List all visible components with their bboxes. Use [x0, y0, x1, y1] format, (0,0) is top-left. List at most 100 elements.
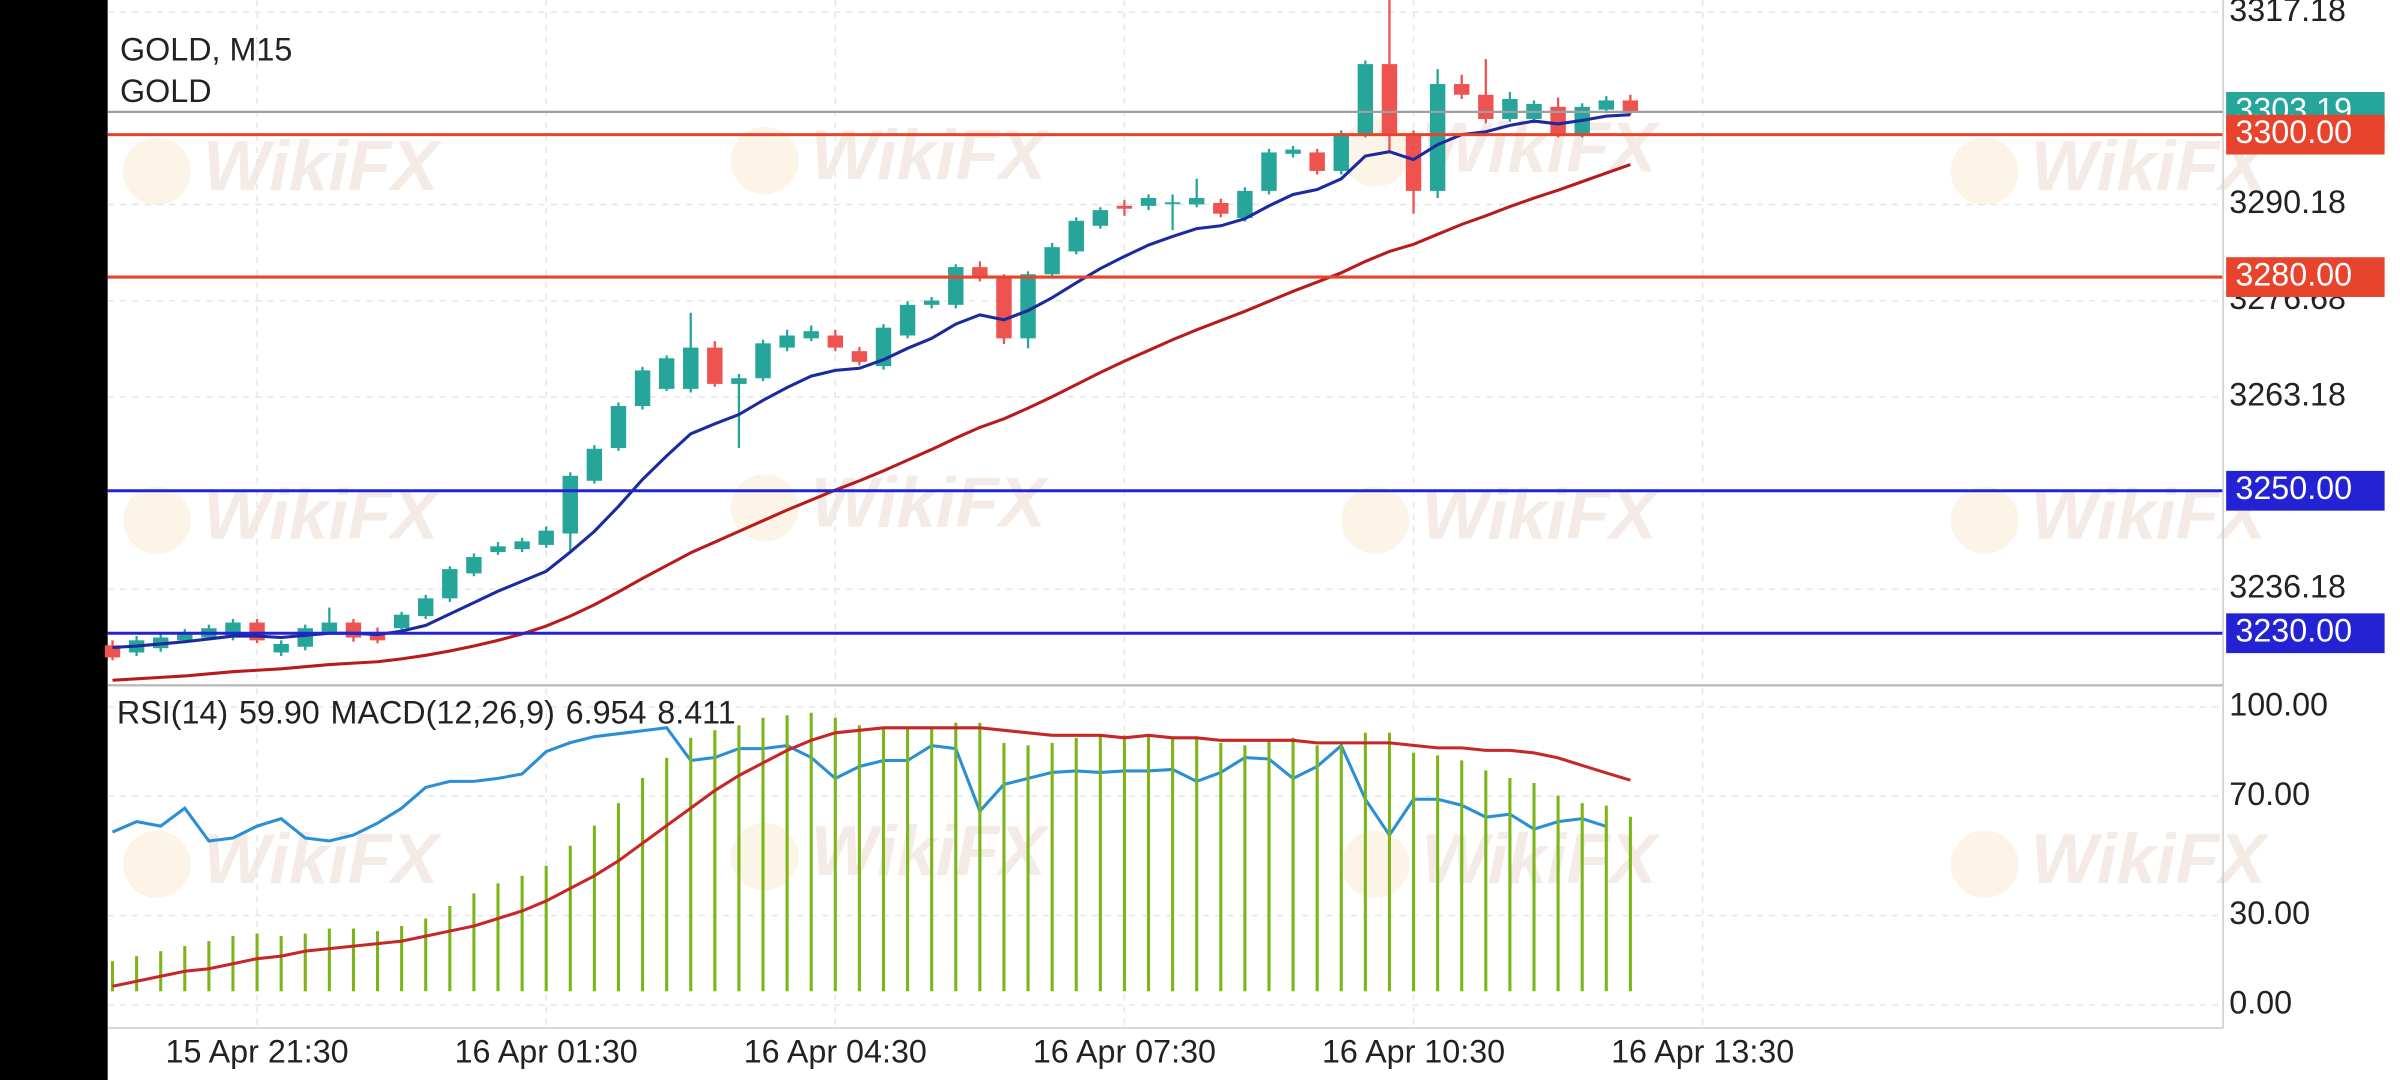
candle-body	[634, 370, 651, 407]
candle-body	[1454, 84, 1470, 95]
watermark-logo	[1950, 137, 2019, 205]
watermark-logo	[1341, 486, 1410, 554]
candle-body	[948, 267, 964, 305]
candle-body	[466, 557, 482, 574]
indicator-header: RSI(14) 59.90 MACD(12,26,9) 6.954 8.411	[117, 694, 736, 730]
candle-body	[1044, 247, 1060, 275]
level-label: 3230.00	[2235, 613, 2352, 649]
watermark: WikiFX	[2031, 819, 2270, 898]
watermark-logo	[1341, 830, 1410, 898]
x-tick-label: 16 Apr 04:30	[744, 1034, 927, 1070]
watermark-logo	[123, 137, 191, 205]
candle-body	[586, 448, 603, 481]
rsi-value: 59.90	[239, 694, 320, 730]
candle-body	[1333, 133, 1349, 171]
candle-body	[273, 643, 289, 653]
plot	[104, 0, 2224, 992]
candle-body	[490, 546, 506, 553]
y-tick-label: 30.00	[2229, 895, 2310, 931]
watermark: WikiFX	[1422, 819, 1661, 898]
y-tick-label: 3263.18	[2229, 376, 2346, 412]
candle-body	[1478, 94, 1494, 119]
candle-body	[658, 358, 675, 389]
candle-body	[1164, 202, 1181, 205]
watermark: WikiFX	[811, 115, 1050, 194]
candle-body	[177, 633, 193, 641]
candle-body	[683, 347, 699, 389]
candle-body	[972, 267, 988, 278]
watermark: WikiFX	[203, 126, 442, 205]
x-tick-label: 16 Apr 10:30	[1322, 1034, 1505, 1070]
candle-body	[297, 628, 313, 647]
candle-body	[1357, 64, 1374, 134]
candle-body	[562, 475, 578, 534]
candle-body	[321, 622, 338, 632]
candle-body	[1068, 220, 1084, 252]
candle-body	[1309, 152, 1325, 171]
y-tick-label: 3236.18	[2229, 569, 2346, 605]
candle-body	[899, 304, 916, 336]
level-label: 3280.00	[2235, 257, 2352, 293]
candle-body	[707, 347, 723, 384]
level-box	[2226, 114, 2385, 155]
candle-body	[779, 335, 795, 348]
watermark: WikiFX	[1422, 475, 1661, 554]
level-box	[2226, 613, 2385, 654]
moving-average	[112, 163, 1631, 682]
candle-body	[803, 331, 819, 339]
candle-body	[1140, 198, 1157, 206]
candle-body	[345, 622, 362, 638]
watermark-logo	[730, 126, 799, 195]
level-label: 3300.00	[2235, 114, 2352, 150]
candle-body	[1502, 99, 1518, 119]
candle-body	[442, 569, 458, 599]
macd-value: 6.954	[566, 694, 647, 730]
x-tick-label: 15 Apr 21:30	[165, 1034, 348, 1070]
candle-body	[418, 598, 434, 617]
y-tick-label: 3290.18	[2229, 184, 2346, 220]
watermark: WikiFX	[1422, 108, 1661, 187]
signal-value: 8.411	[657, 694, 735, 730]
candle-body	[755, 343, 771, 379]
y-tick-label: 3317.18	[2229, 0, 2346, 28]
candle-body	[610, 406, 627, 449]
watermark-logo	[730, 823, 799, 891]
indicator-line	[112, 726, 1631, 988]
rsi-name: RSI(14)	[117, 694, 228, 730]
candle-body	[1405, 133, 1422, 191]
candle-body	[1429, 84, 1446, 191]
candle-body	[923, 300, 940, 305]
level-box	[2226, 257, 2385, 297]
grid	[107, 0, 2224, 1025]
watermark: WikiFX	[203, 819, 442, 898]
candle-body	[1213, 203, 1229, 214]
watermark: WikiFX	[811, 463, 1050, 542]
candle-body	[1550, 106, 1566, 134]
x-tick-label: 16 Apr 13:30	[1611, 1034, 1794, 1070]
candle-body	[851, 351, 868, 362]
axes: 15 Apr 21:30 16 Apr 01:30 16 Apr 04:30 16 A…	[165, 0, 2385, 1070]
chart-subtitle: GOLD	[120, 73, 212, 109]
y-tick-label: 100.00	[2229, 686, 2328, 722]
candle-body	[514, 541, 530, 550]
x-tick-label: 16 Apr 07:30	[1033, 1034, 1216, 1070]
level-label: 3250.00	[2235, 470, 2352, 506]
candle-body	[538, 530, 554, 545]
candle-body	[1598, 100, 1615, 110]
y-tick-label: 70.00	[2229, 776, 2310, 812]
x-tick-label: 16 Apr 01:30	[455, 1034, 638, 1070]
candle-body	[1116, 205, 1133, 209]
candle-body	[1622, 100, 1639, 112]
candle-body	[1237, 190, 1253, 218]
chart-title: GOLD, M15	[120, 32, 292, 68]
watermark-logo	[123, 830, 191, 898]
candle-body	[393, 614, 410, 629]
candle-body	[996, 277, 1012, 339]
macd-name: MACD(12,26,9)	[331, 694, 555, 730]
watermark-logo	[123, 486, 191, 554]
left-bezel	[0, 0, 108, 1080]
candle-body	[1092, 210, 1109, 226]
